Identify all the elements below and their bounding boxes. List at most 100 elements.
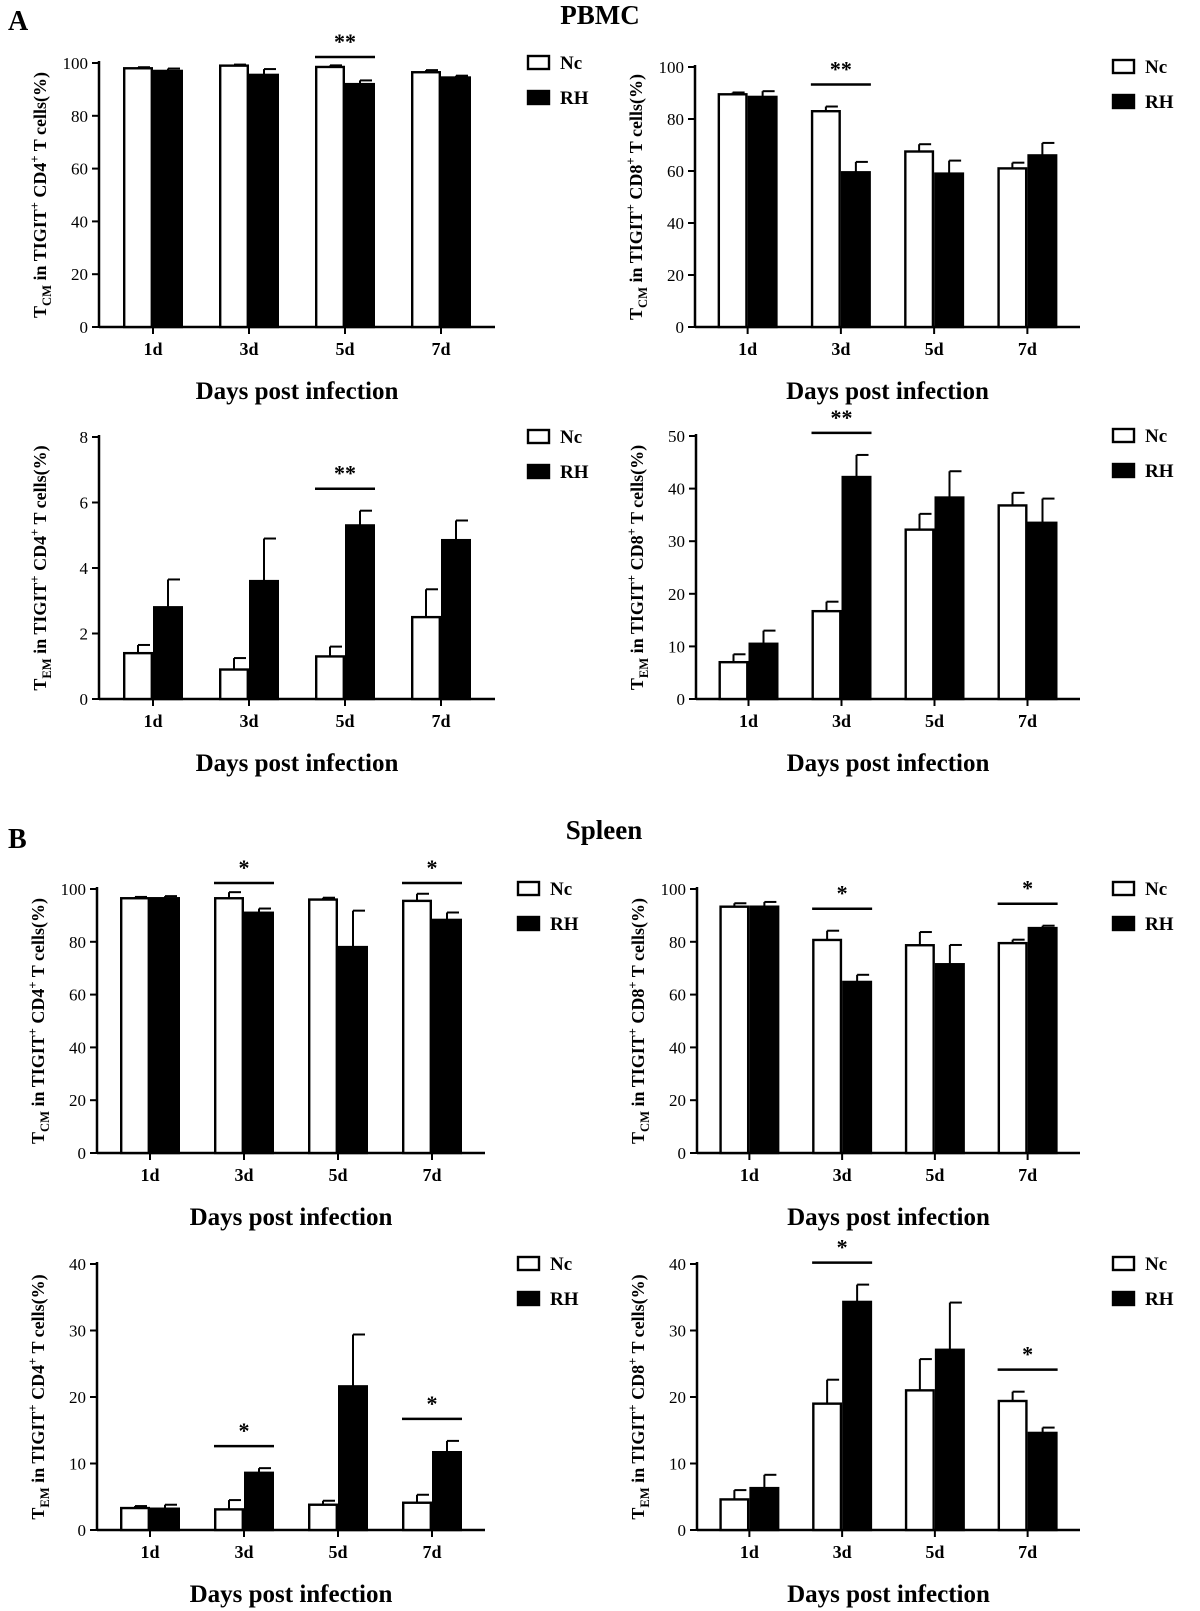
legend-nc-swatch xyxy=(1111,1255,1136,1272)
y-axis-title-part: + xyxy=(26,981,40,988)
nc-bar-3d xyxy=(218,668,249,701)
y-axis-title-part: CD4 xyxy=(30,163,50,203)
chart-8: 0 10 20 30 40 1d 3d 5d 7d * * Nc RH Days post infecti… xyxy=(626,1235,1174,1608)
y-tick-label: 80 xyxy=(667,110,684,129)
y-axis-title-part: EM xyxy=(38,1487,52,1507)
nc-bar-5d xyxy=(904,1389,935,1532)
rh-bar-5d xyxy=(934,1348,965,1532)
y-tick-label: 40 xyxy=(668,480,685,499)
x-category-label: 1d xyxy=(143,339,162,359)
y-axis-title: TCM in TIGIT+ CD8+ T cells(%) xyxy=(624,74,650,320)
nc-bar-7d xyxy=(411,615,442,701)
nc-bar-3d xyxy=(812,1402,843,1532)
nc-bar-5d xyxy=(904,944,935,1155)
chart-7: 0 10 20 30 40 1d 3d 5d 7d * * Nc RH Days post infecti… xyxy=(26,1254,579,1608)
rh-bar-1d xyxy=(149,1507,180,1532)
y-axis-title-part: T cells(%) xyxy=(28,898,49,981)
y-tick-label: 30 xyxy=(668,532,685,551)
rh-bar-7d xyxy=(441,538,472,701)
legend-rh-label: RH xyxy=(550,1289,579,1310)
y-tick-label: 80 xyxy=(669,933,686,952)
nc-bar-3d xyxy=(213,897,244,1155)
legend-rh-label: RH xyxy=(1145,92,1174,113)
x-category-label: 7d xyxy=(1018,711,1037,731)
significance-marker: ** xyxy=(830,57,852,82)
y-tick-label: 20 xyxy=(668,585,685,604)
legend-rh-label: RH xyxy=(560,462,589,483)
y-axis-title-part: T cells(%) xyxy=(628,1274,649,1357)
y-tick-label: 8 xyxy=(80,428,89,447)
y-tick-label: 60 xyxy=(667,162,684,181)
y-axis-title-part: + xyxy=(28,202,42,209)
nc-bar-3d xyxy=(811,609,842,701)
y-axis-title-part: CM xyxy=(638,1111,652,1132)
x-category-label: 5d xyxy=(925,1165,944,1185)
legend-rh-label: RH xyxy=(550,914,579,935)
chart-3: 0 2 4 6 8 1d 3d 5d 7d ** Nc RH Days post infection TE… xyxy=(28,427,589,777)
nc-bar-1d xyxy=(119,1506,150,1532)
y-tick-label: 0 xyxy=(80,318,89,337)
legend-rh-label: RH xyxy=(560,88,589,109)
x-category-label: 5d xyxy=(925,711,944,731)
x-category-label: 7d xyxy=(1018,1542,1037,1562)
y-tick-label: 0 xyxy=(78,1144,87,1163)
legend-rh-label: RH xyxy=(1145,1289,1174,1310)
nc-bar-5d xyxy=(308,1503,339,1532)
y-axis-title: TEM in TIGIT+ CD4+ T cells(%) xyxy=(26,1274,52,1519)
y-tick-label: 6 xyxy=(80,494,89,513)
rh-bar-3d xyxy=(243,911,274,1155)
significance-marker: ** xyxy=(334,29,356,54)
y-tick-label: 100 xyxy=(63,54,89,73)
y-axis-title-part: T xyxy=(628,1132,648,1144)
nc-bar-7d xyxy=(997,504,1028,701)
rh-bar-1d xyxy=(749,905,780,1155)
y-tick-label: 30 xyxy=(69,1322,86,1341)
x-axis-title: Days post infection xyxy=(190,1204,393,1231)
y-axis-title-part: T cells(%) xyxy=(626,74,647,157)
legend-nc-swatch xyxy=(516,1255,541,1272)
legend-rh-swatch xyxy=(526,463,551,480)
nc-bar-3d xyxy=(213,1508,244,1532)
y-axis-title-part: T xyxy=(628,1508,648,1520)
rh-bar-5d xyxy=(338,1385,369,1532)
rh-bar-1d xyxy=(152,606,183,701)
nc-bar-5d xyxy=(315,655,346,701)
y-axis-title-part: + xyxy=(624,157,638,164)
rh-bar-3d xyxy=(841,475,872,701)
y-axis-title: TEM in TIGIT+ CD4+ T cells(%) xyxy=(28,445,54,690)
nc-bar-1d xyxy=(119,897,150,1155)
legend-rh-swatch xyxy=(516,1290,541,1307)
y-axis-title-part: EM xyxy=(638,1487,652,1507)
x-axis-title: Days post infection xyxy=(190,1581,393,1608)
x-category-label: 3d xyxy=(832,711,851,731)
x-category-label: 1d xyxy=(143,711,162,731)
x-axis-title: Days post infection xyxy=(787,1581,990,1608)
y-axis-title-part: + xyxy=(625,528,639,535)
significance-marker: * xyxy=(1022,876,1033,901)
y-axis-title-part: CM xyxy=(636,287,650,308)
x-axis-title: Days post infection xyxy=(787,750,990,777)
legend-nc-label: Nc xyxy=(560,427,582,448)
rh-bar-1d xyxy=(152,69,183,329)
significance-marker: * xyxy=(837,1235,848,1260)
y-tick-label: 40 xyxy=(71,212,88,231)
nc-bar-5d xyxy=(315,65,346,329)
x-category-label: 1d xyxy=(140,1542,159,1562)
y-axis-title-part: EM xyxy=(40,658,54,678)
y-axis-title-part: in TIGIT xyxy=(627,582,647,658)
legend-nc-label: Nc xyxy=(1145,57,1167,78)
y-axis-title-part: T xyxy=(30,679,50,691)
nc-bar-3d xyxy=(812,938,843,1155)
nc-bar-5d xyxy=(308,898,339,1155)
x-category-label: 1d xyxy=(140,1165,159,1185)
y-axis-title: TEM in TIGIT+ CD8+ T cells(%) xyxy=(625,445,651,690)
x-axis-title: Days post infection xyxy=(196,378,399,405)
panel-a-title: PBMC xyxy=(560,0,639,30)
x-category-label: 5d xyxy=(335,711,354,731)
y-tick-label: 80 xyxy=(69,933,86,952)
x-category-label: 3d xyxy=(833,1542,852,1562)
x-category-label: 5d xyxy=(925,339,944,359)
nc-bar-5d xyxy=(904,528,935,701)
nc-bar-7d xyxy=(997,1399,1028,1532)
rh-bar-5d xyxy=(934,496,965,701)
